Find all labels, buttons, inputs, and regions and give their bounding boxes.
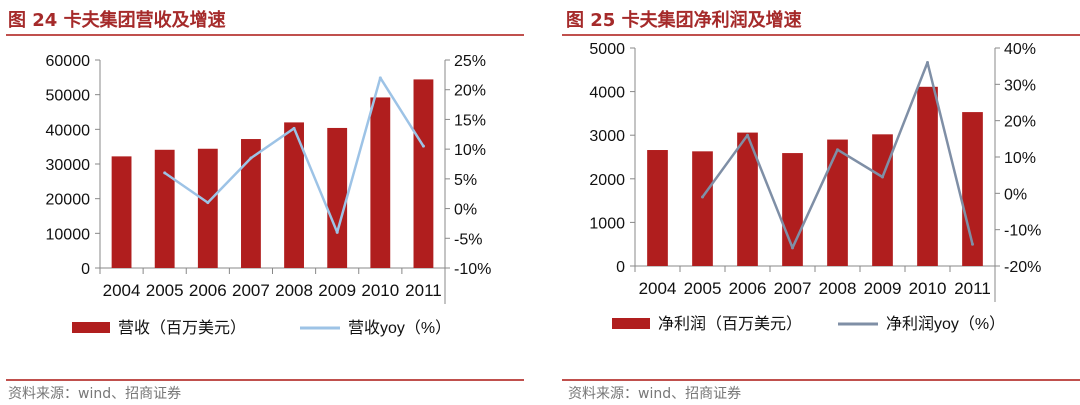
- y-tick-label-left: 1000: [589, 215, 625, 232]
- yoy-point: [292, 126, 296, 130]
- bar: [241, 139, 261, 268]
- figure-24-panel: 图 24 卡夫集团营收及增速 0 10000 20000 30000 40000 5000…: [6, 10, 524, 402]
- yoy-point: [206, 201, 210, 205]
- yoy-point: [926, 61, 929, 65]
- x-tick-label: 2004: [103, 281, 141, 300]
- bar: [872, 134, 893, 266]
- yoy-point: [881, 175, 884, 179]
- y-tick-label-right: 40%: [1004, 41, 1036, 58]
- y-tick-label-right: 30%: [1004, 77, 1036, 94]
- revenue-chart: 0 10000 20000 30000 40000 50000 60000 -10% -5% 0%…: [46, 53, 492, 337]
- yoy-point: [971, 242, 974, 246]
- y-tick-label-right: -20%: [1004, 259, 1041, 276]
- x-tick-label: 2005: [684, 279, 722, 298]
- y-tick-label-right: 15%: [454, 112, 486, 129]
- x-tick-label: 2007: [774, 279, 812, 298]
- yoy-point: [335, 230, 339, 234]
- bar: [827, 139, 848, 266]
- legend-bar-swatch: [72, 322, 110, 333]
- x-tick-label: 2008: [275, 281, 313, 300]
- y-tick-label-left: 0: [81, 261, 90, 278]
- bar: [737, 132, 758, 266]
- y-tick-label-left: 4000: [589, 85, 625, 102]
- y-tick-label-right: -10%: [1004, 223, 1041, 240]
- y-tick-label-left: 10000: [46, 226, 91, 243]
- y-tick-label-right: 20%: [454, 83, 486, 100]
- yoy-point: [791, 246, 794, 250]
- y-tick-label-right: 0%: [454, 202, 477, 219]
- y-tick-label-right: 5%: [454, 172, 477, 189]
- x-tick-label: 2010: [909, 279, 947, 298]
- yoy-point: [249, 156, 253, 160]
- bar: [917, 86, 938, 266]
- source-note: 资料来源：wind、招商证券: [8, 386, 182, 402]
- legend-bar-label: 营收（百万美元）: [118, 319, 246, 337]
- bar: [284, 122, 304, 269]
- bar: [111, 156, 132, 268]
- title-divider: [562, 34, 1080, 36]
- bar: [370, 97, 391, 268]
- y-tick-label-right: 20%: [1004, 114, 1036, 131]
- y-tick-label-left: 40000: [46, 122, 91, 139]
- x-tick-label: 2005: [146, 281, 184, 300]
- bar: [647, 150, 668, 266]
- legend-bar-swatch: [612, 318, 650, 329]
- y-tick-label-right: 10%: [1004, 150, 1036, 167]
- y-tick-label-left: 5000: [589, 41, 625, 58]
- y-tick-label-left: 60000: [46, 53, 91, 70]
- y-tick-label-left: 50000: [46, 88, 91, 105]
- x-tick-label: 2009: [864, 279, 902, 298]
- x-tick-label: 2008: [819, 279, 857, 298]
- y-tick-label-right: -10%: [454, 261, 491, 278]
- x-tick-label: 2009: [318, 281, 356, 300]
- y-tick-label-right: 0%: [1004, 186, 1027, 203]
- footer-divider: [562, 379, 1080, 381]
- x-tick-label: 2011: [405, 281, 442, 300]
- y-tick-label-left: 2000: [589, 172, 625, 189]
- y-tick-label-right: 10%: [454, 142, 486, 159]
- y-tick-label-left: 0: [616, 259, 625, 276]
- yoy-point: [746, 133, 749, 137]
- x-tick-label: 2006: [729, 279, 767, 298]
- legend-bar-label: 净利润（百万美元）: [658, 315, 802, 333]
- figure-title: 图 24 卡夫集团营收及增速: [8, 10, 226, 31]
- x-tick-label: 2004: [639, 279, 677, 298]
- bar: [413, 79, 434, 268]
- source-note: 资料来源：wind、招商证券: [568, 386, 742, 402]
- bar: [197, 148, 218, 268]
- figure-title: 图 25 卡夫集团净利润及增速: [566, 10, 802, 31]
- bar: [327, 127, 348, 269]
- bar: [154, 149, 175, 268]
- x-tick-label: 2007: [232, 281, 270, 300]
- legend-line-label: 净利润yoy（%）: [886, 315, 1005, 333]
- footer-divider: [6, 379, 524, 381]
- yoy-point: [378, 76, 382, 80]
- y-tick-label-right: -5%: [454, 231, 482, 248]
- legend-line-label: 营收yoy（%）: [348, 319, 451, 337]
- yoy-point: [163, 171, 167, 175]
- y-tick-label-left: 3000: [589, 128, 625, 145]
- yoy-point: [421, 144, 425, 148]
- x-tick-label: 2010: [361, 281, 399, 300]
- yoy-point: [701, 195, 704, 199]
- y-tick-label-right: 25%: [454, 53, 486, 70]
- bar: [692, 151, 713, 266]
- y-tick-label-left: 30000: [46, 157, 91, 174]
- yoy-point: [836, 148, 839, 152]
- x-tick-label: 2006: [189, 281, 227, 300]
- net-profit-chart: 0 1000 2000 3000 4000 5000 -20% -10% 0% 10% 20% 30%…: [589, 41, 1041, 333]
- title-divider: [6, 34, 524, 36]
- y-tick-label-left: 20000: [46, 192, 91, 209]
- figure-25-panel: 图 25 卡夫集团净利润及增速 0 1000 2000 3000 4000 5000 -20…: [540, 0, 1080, 405]
- x-tick-label: 2011: [954, 279, 991, 298]
